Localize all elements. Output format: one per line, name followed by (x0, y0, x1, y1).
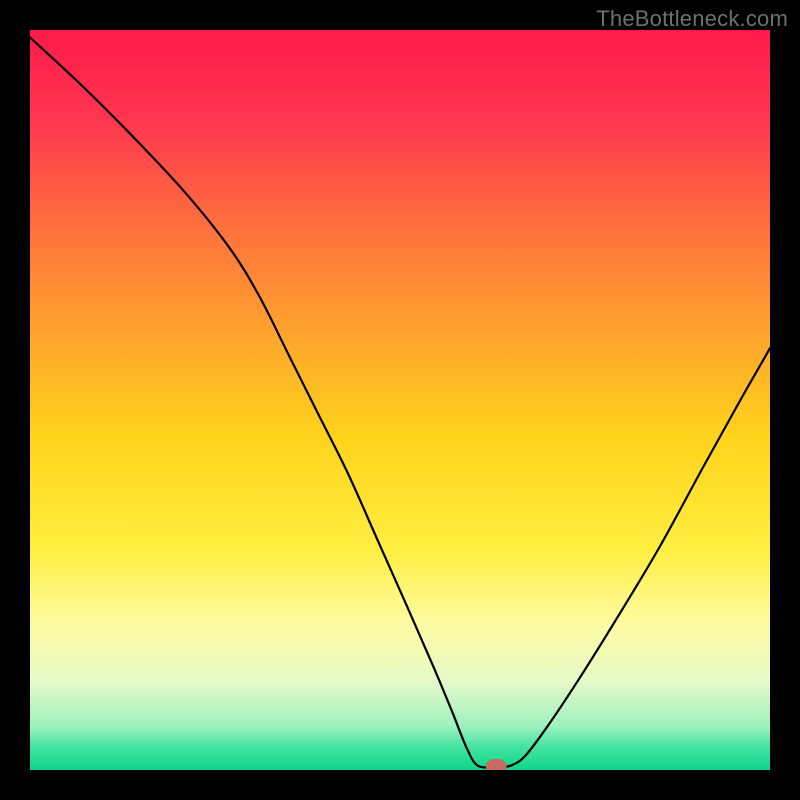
chart-frame: TheBottleneck.com (0, 0, 800, 800)
watermark-text: TheBottleneck.com (596, 6, 788, 32)
optimal-point-marker (486, 759, 506, 770)
chart-background (30, 30, 770, 770)
bottleneck-chart (30, 30, 770, 770)
